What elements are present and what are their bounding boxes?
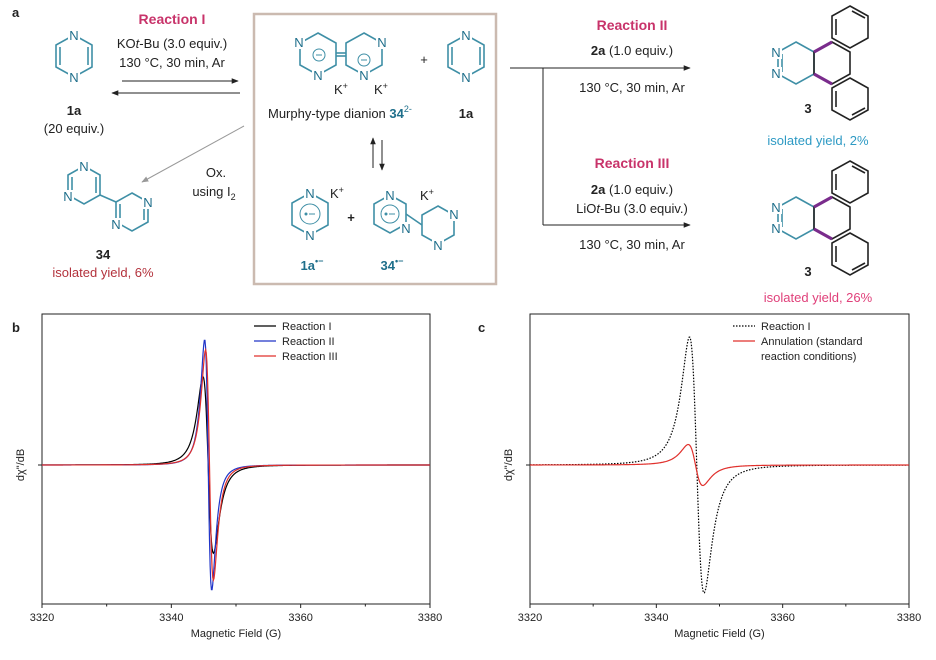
panel-a-label: a xyxy=(12,5,20,20)
product-3-structure-top: N N xyxy=(770,5,869,121)
counterion-k: K+ xyxy=(374,81,388,97)
counterion-k: K+ xyxy=(334,81,348,97)
radical-1a-label: 1a•− xyxy=(301,256,324,273)
reaction-3-reagent: 2a (1.0 equiv.) xyxy=(591,182,673,197)
panel-c-label: c xyxy=(478,320,485,335)
product-3-label-bottom: 3 xyxy=(804,264,811,279)
atom-n-label: N xyxy=(359,68,368,83)
y-axis-label: dχ"/dB xyxy=(15,449,27,481)
reaction-1-base: KOt-Bu (3.0 equiv.) xyxy=(117,36,227,51)
compound-34-label: 34 xyxy=(96,247,111,262)
atom-n-label: N xyxy=(294,35,303,50)
atom-n-label: N xyxy=(305,186,314,201)
atom-n-label: N xyxy=(449,207,458,222)
atom-n-label: N xyxy=(461,28,470,43)
reaction-2-conditions: 130 °C, 30 min, Ar xyxy=(579,80,685,95)
plot-frame xyxy=(41,313,431,605)
compound-34-yield: isolated yield, 6% xyxy=(52,265,154,280)
legend-label: Reaction I xyxy=(761,321,811,333)
reaction-2-title: Reaction II xyxy=(597,17,668,33)
y-axis-label: dχ"/dB xyxy=(503,449,515,481)
series-line-annulation-standard-reaction-conditions xyxy=(530,443,909,487)
atom-n-label: N xyxy=(771,45,780,60)
x-tick-label: 3360 xyxy=(770,612,794,624)
compound-1a-label: 1a xyxy=(67,103,82,118)
compound-1a-partner-label: 1a xyxy=(459,106,474,121)
oxidation-arrow xyxy=(141,125,245,183)
radical-34-label: 34•− xyxy=(381,256,404,273)
reaction-2-yield: isolated yield, 2% xyxy=(767,133,869,148)
atom-n-label: N xyxy=(401,221,410,236)
counterion-k: K+ xyxy=(420,187,434,203)
product-3-label-top: 3 xyxy=(804,101,811,116)
atom-n-label: N xyxy=(771,66,780,81)
legend-label: reaction conditions) xyxy=(761,351,856,363)
counterion-k: K+ xyxy=(330,185,344,201)
product-3-structure-bottom: N N xyxy=(770,160,869,276)
x-axis-label: Magnetic Field (G) xyxy=(191,628,281,640)
intermediates-box xyxy=(252,12,498,286)
legend-label: Annulation (standard xyxy=(761,336,863,348)
x-axis-label: Magnetic Field (G) xyxy=(674,628,764,640)
plus-sign: + xyxy=(347,210,355,225)
reaction-3-yield: isolated yield, 26% xyxy=(764,290,873,305)
dianion-34-structure: N N N N xyxy=(293,32,388,83)
radical-anion-1a-structure: N N xyxy=(291,186,329,243)
reaction-3-base: LiOt-Bu (3.0 equiv.) xyxy=(576,201,688,216)
pyrazine-1a-partner-structure: N N xyxy=(447,28,485,85)
atom-n-label: N xyxy=(461,70,470,85)
atom-n-label: N xyxy=(143,195,152,210)
atom-n-label: N xyxy=(433,238,442,253)
atom-n-label: N xyxy=(771,221,780,236)
series-line-reaction-iii xyxy=(42,347,430,583)
x-tick-label: 3380 xyxy=(418,612,442,624)
atom-n-label: N xyxy=(377,35,386,50)
reaction-1-title: Reaction I xyxy=(139,11,206,27)
x-tick-label: 3360 xyxy=(288,612,312,624)
compound-1a-equiv: (20 equiv.) xyxy=(44,121,104,136)
reaction-3-conditions: 130 °C, 30 min, Ar xyxy=(579,237,685,252)
oxidation-reagent: using I2 xyxy=(192,184,235,202)
atom-n-label: N xyxy=(69,70,78,85)
atom-n-label: N xyxy=(111,217,120,232)
atom-n-label: N xyxy=(79,159,88,174)
x-tick-label: 3380 xyxy=(897,612,921,624)
legend-label: Reaction II xyxy=(282,336,335,348)
oxidation-label: Ox. xyxy=(206,165,226,180)
reaction-2-reagent: 2a (1.0 equiv.) xyxy=(591,43,673,58)
reaction-3-title: Reaction III xyxy=(595,155,670,171)
epr-chart-c: 3320 3340 3360 3380 Magnetic Field (G) dχ"/dB… xyxy=(503,313,921,640)
plus-sign: + xyxy=(420,52,428,67)
x-tick-label: 3340 xyxy=(159,612,183,624)
dianion-caption: Murphy-type dianion 342- xyxy=(268,104,412,121)
atom-n-label: N xyxy=(63,189,72,204)
legend-label: Reaction III xyxy=(282,351,338,363)
epr-chart-b: 3320 3340 3360 3380 Magnetic Field (G) dχ"/dB… xyxy=(15,313,442,640)
atom-n-label: N xyxy=(69,28,78,43)
panel-b-label: b xyxy=(12,320,20,335)
bipyrazine-34-structure: N N N N xyxy=(62,159,154,232)
radical-anion-34-structure: N N N N xyxy=(373,188,460,253)
reaction-1-conditions: 130 °C, 30 min, Ar xyxy=(119,55,225,70)
pyrazine-1a-structure: N N xyxy=(55,28,93,85)
x-tick-label: 3320 xyxy=(30,612,54,624)
x-tick-label: 3340 xyxy=(644,612,668,624)
atom-n-label: N xyxy=(771,200,780,215)
atom-n-label: N xyxy=(385,188,394,203)
legend-label: Reaction I xyxy=(282,321,332,333)
atom-n-label: N xyxy=(305,228,314,243)
atom-n-label: N xyxy=(313,68,322,83)
x-tick-label: 3320 xyxy=(518,612,542,624)
